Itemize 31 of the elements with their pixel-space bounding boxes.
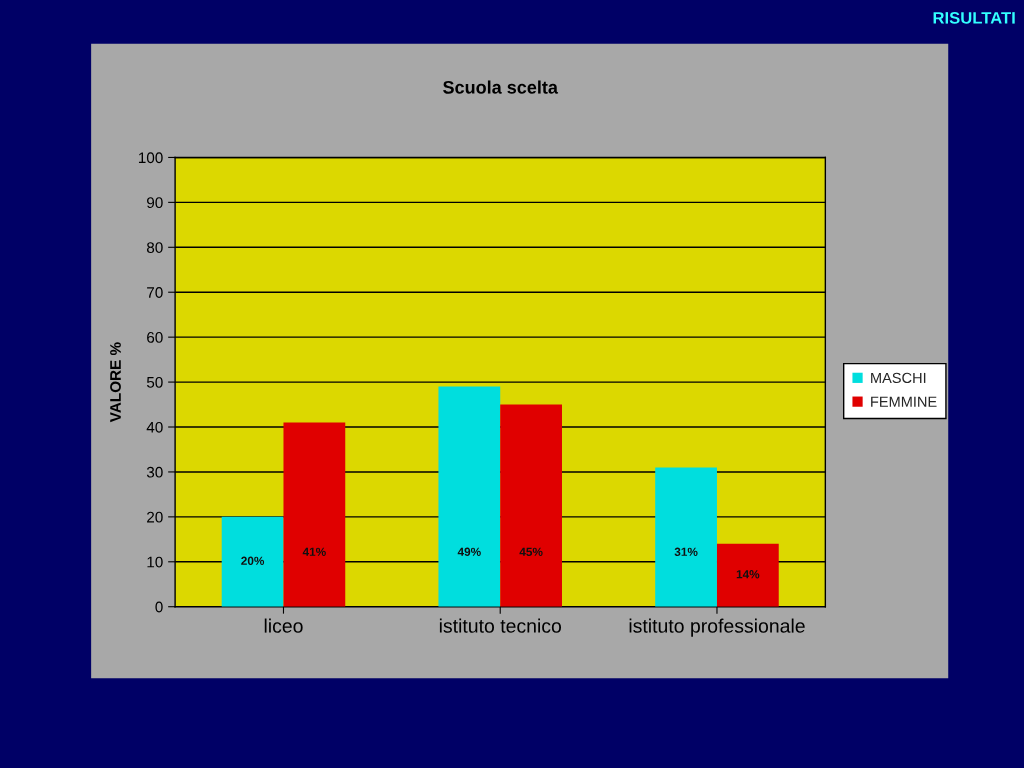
y-tick-label: 20: [147, 511, 163, 523]
bar: [655, 467, 717, 607]
chart-title: Scuola scelta: [443, 80, 559, 94]
y-tick-label: 100: [138, 152, 163, 164]
data-label: 14%: [736, 570, 760, 579]
y-axis-title: VALORE %: [110, 342, 121, 423]
data-label: 31%: [674, 547, 698, 556]
y-tick-label: 90: [147, 197, 163, 209]
y-tick-label: 70: [147, 287, 163, 298]
bar: [438, 386, 501, 607]
legend-label: MASCHI: [871, 372, 926, 384]
y-tick-label: 50: [146, 376, 163, 388]
bar: [283, 422, 346, 607]
data-label: 41%: [302, 547, 326, 556]
bar: [221, 516, 284, 607]
text: RISULTATI: [933, 11, 1015, 24]
x-tick-label: liceo: [264, 618, 303, 633]
y-tick-label: 40: [146, 421, 163, 433]
data-label: 49%: [457, 547, 481, 556]
bar: [500, 404, 562, 607]
data-label: 45%: [519, 547, 543, 556]
y-tick-label: 60: [147, 332, 163, 343]
y-tick-label: 10: [147, 556, 163, 568]
bar: [716, 543, 779, 607]
y-tick-label: 0: [155, 601, 163, 613]
x-tick-label: istituto professionale: [629, 618, 805, 637]
y-tick-label: 80: [146, 242, 163, 253]
legend-label: FEMMINE: [871, 396, 937, 407]
data-label: 20%: [241, 556, 265, 565]
y-tick-label: 30: [146, 466, 163, 478]
x-tick-label: istituto tecnico: [439, 618, 562, 633]
